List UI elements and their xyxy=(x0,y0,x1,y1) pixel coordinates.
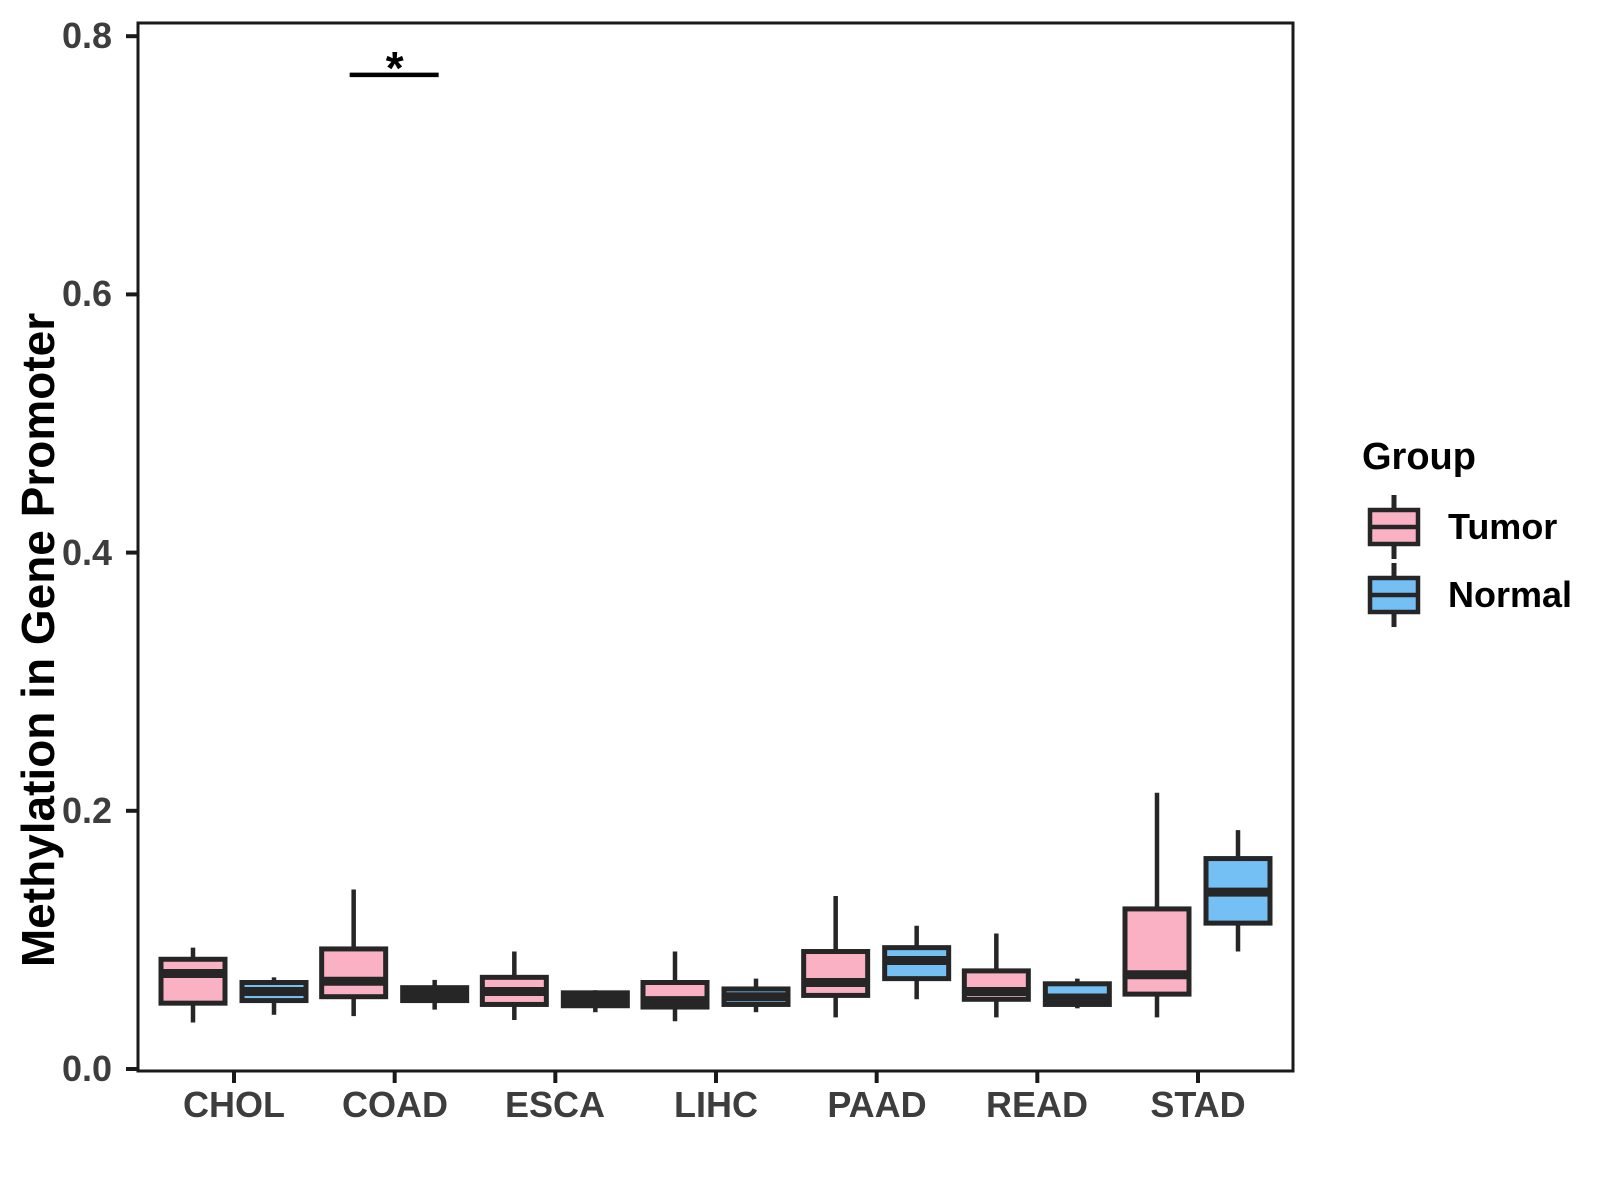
significance-star: * xyxy=(386,42,404,94)
box-coad-tumor xyxy=(319,946,389,1000)
y-tick-label-0.2: 0.2 xyxy=(61,790,112,831)
x-tick-label-read: READ xyxy=(985,1084,1088,1125)
y-tick-label-0.6: 0.6 xyxy=(61,273,112,314)
normal-boxplot-key-icon xyxy=(1367,563,1421,627)
box-lihc-tumor xyxy=(640,980,710,1010)
y-tick-label-0.0: 0.0 xyxy=(61,1048,112,1089)
box-paad-tumor xyxy=(801,949,871,998)
panel-border xyxy=(136,21,1295,1073)
legend-item-tumor: Tumor xyxy=(1330,493,1572,561)
legend-label-normal: Normal xyxy=(1448,574,1573,615)
box-chol-tumor xyxy=(158,956,228,1006)
box-stad-tumor xyxy=(1122,906,1192,997)
legend: Group Tumor Normal xyxy=(1330,436,1572,629)
x-tick-label-coad: COAD xyxy=(342,1084,448,1125)
x-tick-label-chol: CHOL xyxy=(183,1084,285,1125)
x-tick-label-lihc: LIHC xyxy=(674,1084,758,1125)
x-tick-label-esca: ESCA xyxy=(504,1084,606,1125)
y-axis-title: Methylation in Gene Promoter xyxy=(12,312,64,968)
legend-title: Group xyxy=(1362,436,1476,478)
x-tick-label-stad: STAD xyxy=(1150,1084,1246,1125)
legend-label-tumor: Tumor xyxy=(1448,506,1558,547)
x-tick-label-paad: PAAD xyxy=(827,1084,927,1125)
legend-item-normal: Normal xyxy=(1330,561,1572,629)
y-tick-label-0.4: 0.4 xyxy=(61,532,112,573)
tumor-boxplot-key-icon xyxy=(1367,495,1421,559)
y-tick-label-0.8: 0.8 xyxy=(61,15,112,56)
